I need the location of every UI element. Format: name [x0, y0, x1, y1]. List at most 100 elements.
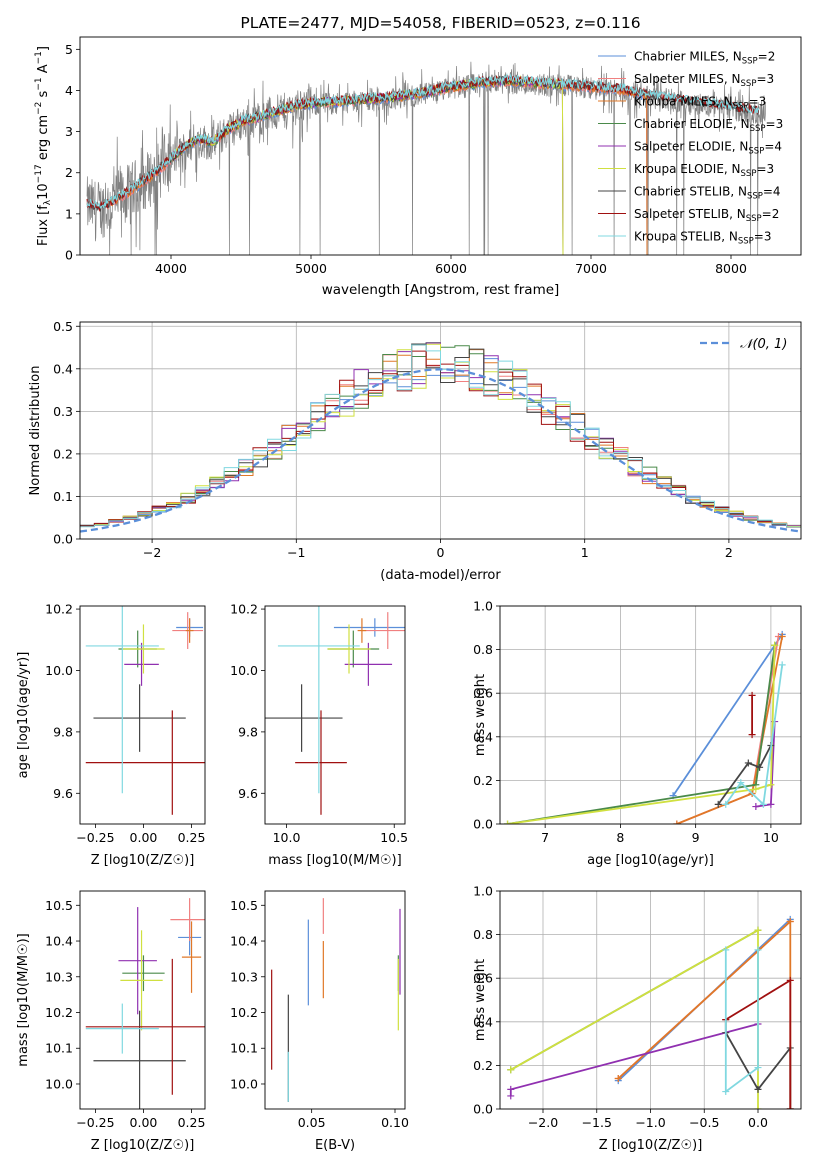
panel-residuals: −2 −1 0 1 2 0.0 0.1 0.2 0.3 0.4 0.5 (data-model)/er… [28, 319, 802, 583]
x-axis-label: Z [log10(Z/Z☉)] [599, 1138, 703, 1153]
x-tick-label: 8000 [715, 261, 747, 276]
y-tick-label: 0 [65, 248, 73, 263]
x-tick-label: 0.0 [748, 1115, 768, 1130]
y-tick-label: 4 [65, 83, 73, 98]
weight-marker-salpeter_elodie [752, 803, 760, 811]
weight-marker-salpeter_stelib [748, 691, 756, 699]
axes-frame [79, 605, 206, 825]
y-tick-label: 10.1 [230, 1041, 258, 1056]
x-tick-label: 0 [437, 545, 445, 560]
weight-marker-kroupa_stelib [722, 800, 730, 808]
x-tick-label: 0.05 [298, 1115, 326, 1130]
weight-line-kroupa_elodie [510, 928, 759, 1109]
y-tick-label: 10.0 [230, 663, 258, 678]
weight-marker-kroupa_elodie [767, 781, 775, 789]
weight-marker-kroupa_elodie [754, 1105, 762, 1109]
y-tick-label: 1.0 [473, 884, 493, 899]
weight-marker-salpeter_elodie [767, 800, 775, 808]
y-tick-label: 0.4 [53, 361, 73, 376]
y-axis-label: Flux [fλ10−17 erg cm−2 s−1 A−1] [34, 46, 53, 246]
weight-marker-salpeter_elodie [507, 1085, 515, 1093]
x-axis-label: wavelength [Angstrom, rest frame] [322, 282, 560, 298]
plot-area-residuals [80, 342, 801, 533]
legend-label-chabrier_miles: Chabrier MILES, NSSP=2 [634, 50, 775, 67]
y-tick-label: 10.4 [45, 934, 73, 949]
y-tick-label: 10.5 [230, 898, 258, 913]
y-tick-label: 1.0 [473, 599, 493, 614]
y-tick-label: 10.3 [45, 969, 73, 984]
weight-line-chabrier_miles [672, 633, 783, 797]
chart-title: PLATE=2477, MJD=54058, FIBERID=0523, z=0… [240, 14, 640, 32]
panel-age_vs_mass: 10.0 10.5 9.6 9.8 10.0 10.2 mass [log10(M/M☉)] [230, 602, 408, 868]
legend-label-salpeter_stelib: Salpeter STELIB, NSSP=2 [634, 207, 779, 224]
x-tick-label: −0.5 [689, 1115, 719, 1130]
y-tick-label: 9.6 [53, 786, 73, 801]
weight-marker-kroupa_stelib [759, 800, 767, 808]
x-tick-label: 7 [541, 830, 549, 845]
weight-marker-kroupa_stelib [754, 1064, 762, 1072]
weight-marker-kroupa_stelib [778, 661, 786, 669]
x-tick-label: 6000 [435, 261, 467, 276]
plot-area-spectrum [86, 61, 767, 255]
weight-marker-kroupa_elodie [752, 785, 760, 793]
legend-label-kroupa_elodie: Kroupa ELODIE, NSSP=3 [634, 162, 774, 179]
y-tick-label: 0.5 [53, 319, 73, 334]
x-tick-label: −0.25 [76, 1115, 114, 1130]
axes-frame [79, 36, 802, 256]
weight-marker-kroupa_elodie [771, 641, 779, 649]
x-tick-label: −1 [287, 545, 305, 560]
normal-curve [80, 368, 801, 533]
y-tick-label: 1 [65, 206, 73, 221]
x-tick-label: 7000 [575, 261, 607, 276]
y-tick-label: 0.2 [473, 773, 493, 788]
legend-label-chabrier_stelib: Chabrier STELIB, NSSP=4 [634, 185, 781, 202]
y-tick-label: 0.2 [53, 446, 73, 461]
y-axis-label: mass weight [473, 959, 488, 1041]
legend-label-chabrier_elodie: Chabrier ELODIE, NSSP=3 [634, 117, 783, 134]
histogram-kroupa_stelib [80, 344, 801, 528]
y-tick-label: 0.4 [473, 729, 493, 744]
x-tick-label: 10.5 [380, 830, 408, 845]
weight-line-chabrier_elodie [507, 645, 776, 824]
weight-line-chabrier_stelib [717, 745, 772, 805]
weight-marker-kroupa_elodie [754, 926, 762, 934]
axes-frame [264, 605, 406, 825]
y-tick-label: 10.0 [230, 1076, 258, 1091]
weight-marker-chabrier_stelib [744, 759, 752, 767]
legend-label-normal: 𝒩(0, 1) [740, 337, 787, 352]
weight-line-kroupa_stelib [725, 664, 784, 807]
y-axis-label: mass weight [473, 674, 488, 756]
x-tick-label: 10 [763, 830, 779, 845]
weight-marker-salpeter_elodie [507, 1092, 515, 1100]
weight-marker-kroupa_stelib [722, 1088, 730, 1096]
y-tick-label: 10.2 [45, 1005, 73, 1020]
legend: Chabrier MILES, NSSP=2 Salpeter MILES, NS… [598, 50, 783, 247]
y-tick-label: 0.6 [473, 971, 493, 986]
y-axis-label: Normed distribution [28, 366, 43, 496]
weight-marker-chabrier_stelib [714, 800, 722, 808]
axes-frame [79, 321, 802, 540]
weight-marker-salpeter_stelib [786, 976, 794, 984]
legend-label-kroupa_stelib: Kroupa STELIB, NSSP=3 [634, 230, 772, 247]
x-tick-label: 5000 [295, 261, 327, 276]
y-tick-label: 10.2 [45, 602, 73, 617]
y-tick-label: 10.1 [45, 1041, 73, 1056]
y-tick-label: 9.8 [238, 724, 258, 739]
y-tick-label: 0.2 [473, 1058, 493, 1073]
weight-line-kroupa_elodie [507, 645, 776, 824]
x-tick-label: 1 [581, 545, 589, 560]
plot-area-mass_weight_vs_age [504, 630, 786, 824]
legend-label-salpeter_miles: Salpeter MILES, NSSP=3 [634, 72, 774, 89]
x-axis-label: (data-model)/error [380, 568, 501, 583]
weight-line-kroupa_miles [676, 636, 784, 824]
weight-marker-kroupa_elodie [504, 820, 512, 824]
weight-marker-kroupa_stelib [737, 779, 745, 787]
y-tick-label: 0.1 [53, 489, 73, 504]
x-tick-label: 0.00 [130, 1115, 158, 1130]
x-axis-label: Z [log10(Z/Z☉)] [91, 1138, 195, 1153]
x-tick-label: 0.25 [178, 1115, 206, 1130]
x-tick-label: 10.0 [273, 830, 301, 845]
axes-frame [264, 890, 406, 1110]
y-tick-label: 9.6 [238, 786, 258, 801]
